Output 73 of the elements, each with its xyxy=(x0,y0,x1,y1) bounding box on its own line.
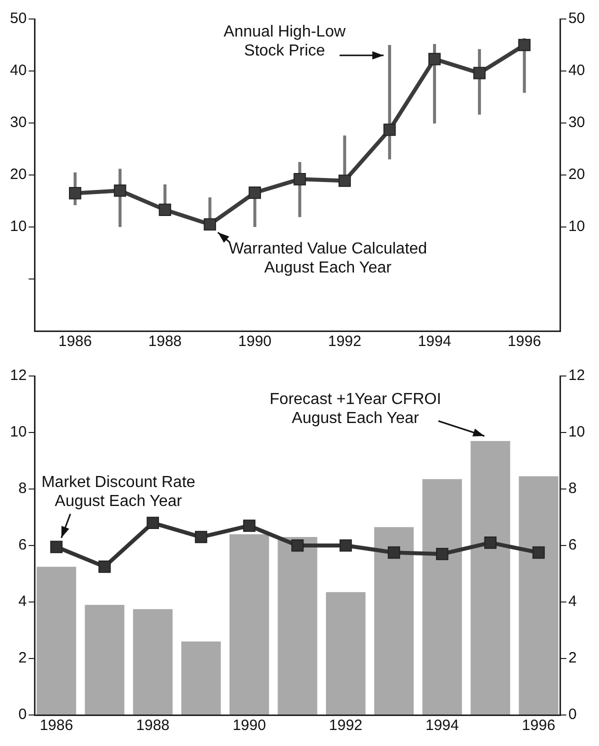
y2-tick-label: 10 xyxy=(568,424,586,441)
bar xyxy=(84,604,124,714)
y2-tick-label: 50 xyxy=(568,10,586,28)
point xyxy=(194,530,208,544)
bar xyxy=(326,592,366,714)
bar xyxy=(230,534,270,714)
point xyxy=(388,546,400,559)
y-tick-label: 8 xyxy=(18,480,27,498)
x-tick-label: 1994 xyxy=(418,333,452,350)
point xyxy=(436,548,448,560)
bar xyxy=(518,476,558,714)
bar xyxy=(36,566,76,714)
y-tick-label: 10 xyxy=(10,424,27,441)
point xyxy=(158,204,172,216)
annotation: Forecast +1Year CFROI August Each Year xyxy=(270,390,442,427)
x-tick-label: 1992 xyxy=(328,333,362,350)
bar xyxy=(470,440,510,714)
point xyxy=(518,38,531,52)
y-tick-label: 12 xyxy=(10,367,27,384)
y-tick-label: 40 xyxy=(10,62,27,80)
y2-tick-label: 8 xyxy=(568,480,577,498)
y2-tick-label: 40 xyxy=(568,62,586,80)
y-tick-label: 0 xyxy=(18,706,27,724)
bar xyxy=(133,609,173,714)
y2-tick-label: 20 xyxy=(568,166,586,184)
y-tick-label: 4 xyxy=(18,593,27,610)
x-tick-label: 1996 xyxy=(508,333,542,350)
y2-tick-label: 0 xyxy=(568,706,577,724)
x-tick-label: 1988 xyxy=(136,717,170,734)
bar xyxy=(422,479,462,714)
y-tick-label: 20 xyxy=(10,166,27,184)
point xyxy=(291,539,304,552)
point xyxy=(532,546,545,559)
point xyxy=(248,186,261,199)
annotation: Warranted Value Calculated August Each Year xyxy=(228,240,428,276)
x-tick-label: 1992 xyxy=(329,717,362,734)
y2-tick-label: 12 xyxy=(568,367,586,384)
y2-tick-label: 10 xyxy=(568,218,586,236)
y2-tick-label: 4 xyxy=(568,593,577,610)
bar xyxy=(278,537,318,714)
annotation: Annual High-Low Stock Price xyxy=(224,23,346,60)
point xyxy=(146,516,159,530)
bar xyxy=(374,527,414,714)
x-tick-label: 1990 xyxy=(238,333,272,350)
y-tick-label: 2 xyxy=(18,650,27,667)
point xyxy=(243,520,256,532)
y-tick-label: 6 xyxy=(18,536,27,554)
annotation: Market Discount Rate August Each Year xyxy=(41,474,196,510)
y-tick-label: 30 xyxy=(10,114,27,132)
x-tick-label: 1990 xyxy=(232,717,266,734)
point xyxy=(473,66,486,80)
y2-tick-label: 6 xyxy=(568,536,577,554)
x-tick-label: 1996 xyxy=(522,717,556,734)
bar xyxy=(181,642,221,714)
point xyxy=(484,536,497,549)
y2-tick-label: 2 xyxy=(568,650,577,667)
point xyxy=(294,173,306,186)
x-tick-label: 1986 xyxy=(58,333,92,350)
y2-tick-label: 30 xyxy=(568,114,586,132)
point xyxy=(50,540,63,554)
y-tick-label: 50 xyxy=(10,10,27,28)
x-tick-label: 1988 xyxy=(148,333,182,350)
point xyxy=(98,560,111,573)
point xyxy=(340,539,352,552)
point xyxy=(383,124,396,136)
x-tick-label: 1994 xyxy=(425,717,459,734)
x-tick-label: 1986 xyxy=(40,717,74,734)
point xyxy=(338,174,351,187)
y-tick-label: 10 xyxy=(10,218,27,236)
point xyxy=(68,187,82,200)
point xyxy=(428,52,441,66)
point xyxy=(114,184,126,197)
point xyxy=(204,218,216,231)
